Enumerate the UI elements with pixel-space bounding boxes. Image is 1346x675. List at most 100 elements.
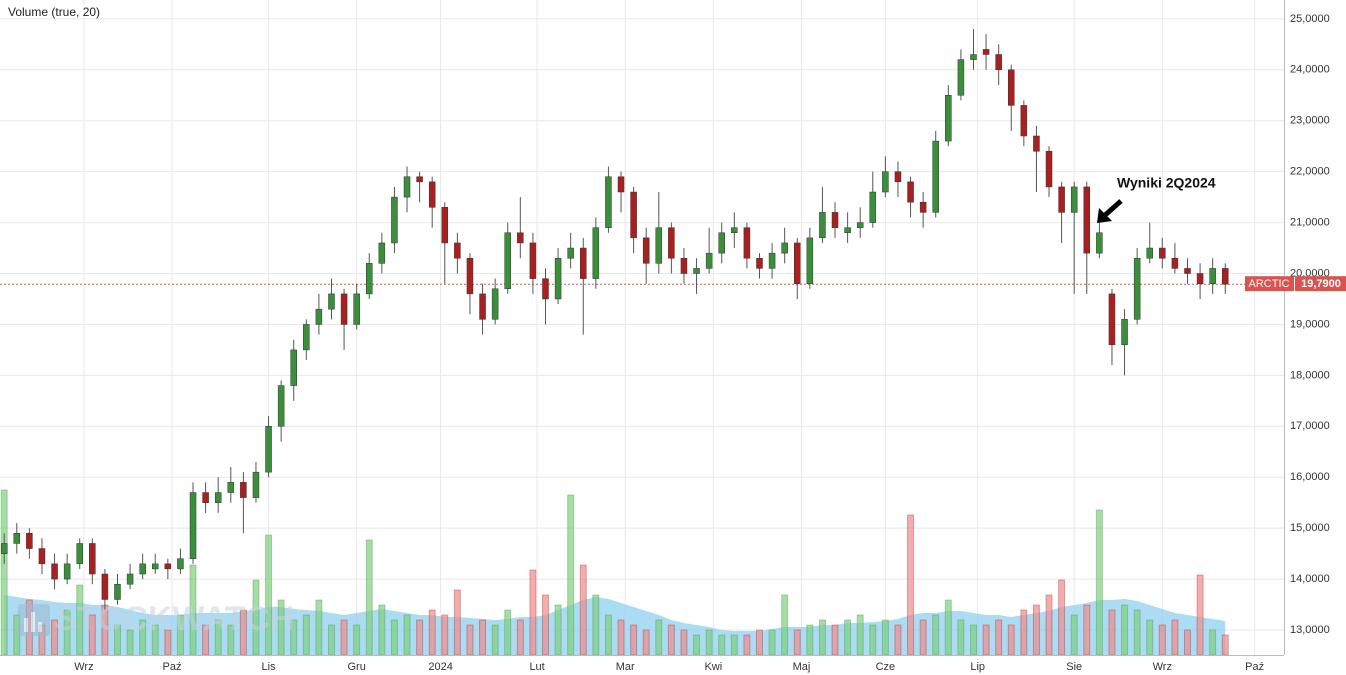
volume-bar <box>1183 629 1191 656</box>
candle-body <box>1096 232 1103 254</box>
watermark-icon-bar <box>31 612 35 632</box>
chart-title: Volume (true, 20) <box>8 5 100 19</box>
volume-bar <box>693 634 701 656</box>
candle-body <box>794 242 801 284</box>
volume-bar <box>806 624 814 656</box>
volume-bar <box>667 624 675 656</box>
volume-bar <box>327 624 335 656</box>
x-tick-label: 2024 <box>428 661 452 673</box>
y-tick-label: 21,0000 <box>1290 216 1330 228</box>
candle-body <box>1196 273 1204 284</box>
candle-body <box>1020 105 1028 137</box>
volume-bar <box>479 619 487 656</box>
candle-body <box>1146 247 1153 259</box>
annotation-arrow <box>1097 199 1123 223</box>
candle-body <box>214 492 222 503</box>
candle-body <box>328 293 335 310</box>
volume-bar <box>466 624 474 656</box>
volume-bar <box>365 539 373 656</box>
candle-body <box>517 232 524 244</box>
candle-body <box>856 222 864 228</box>
candle-body <box>882 171 889 193</box>
volume-ma-area <box>4 595 1226 655</box>
candle-body <box>705 252 713 269</box>
volume-bar <box>592 594 600 656</box>
volume-bar <box>579 564 587 656</box>
volume-bar <box>378 604 386 656</box>
candle-body <box>592 227 600 279</box>
volume-bar <box>529 569 537 656</box>
candle-body <box>416 176 423 183</box>
candle-body <box>768 252 776 269</box>
candle-body <box>844 227 851 234</box>
volume-bar <box>428 609 436 656</box>
candle-body <box>1184 268 1191 274</box>
candle-body <box>13 533 21 544</box>
candle-body <box>491 288 499 320</box>
candle-body <box>1058 186 1065 213</box>
volume-bar <box>0 489 8 656</box>
volume-bar <box>1083 604 1091 656</box>
volume-bar <box>1171 619 1179 656</box>
volume-bar <box>1209 629 1217 656</box>
volume-bar <box>844 619 852 656</box>
x-tick-label: Gru <box>347 661 365 673</box>
candle-body <box>1070 186 1078 213</box>
candle-body <box>152 563 159 570</box>
volume-bar <box>1020 609 1028 656</box>
candle-body <box>869 191 877 223</box>
candle-body <box>114 583 121 600</box>
x-tick-label: Mar <box>616 661 635 673</box>
candle-body <box>605 176 612 228</box>
volume-bar <box>831 624 839 656</box>
volume-bar <box>1133 609 1141 656</box>
volume-bar <box>718 634 726 656</box>
volume-bar <box>680 629 688 656</box>
watermark-icon-bar <box>38 622 42 632</box>
x-tick-label: Lut <box>529 661 544 673</box>
candle-body <box>454 242 461 259</box>
candle-body <box>403 176 411 198</box>
candle-body <box>1133 257 1141 320</box>
volume-bar <box>504 609 512 656</box>
last-price-box <box>1295 276 1346 292</box>
volume-bar <box>390 619 398 656</box>
candle-body <box>554 257 562 300</box>
y-tick-label: 24,0000 <box>1290 64 1330 76</box>
candle-body <box>957 59 965 96</box>
x-tick-label: Lis <box>262 661 277 673</box>
arrow-shaft <box>1102 199 1123 218</box>
candle-body <box>693 268 700 274</box>
candle-body <box>265 426 272 473</box>
volume-bar <box>1058 579 1066 656</box>
candle-body <box>907 181 914 203</box>
volume-bar <box>1121 604 1129 656</box>
volume-bar <box>768 629 776 656</box>
volume-bar <box>441 614 449 656</box>
x-tick-label: Wrz <box>1153 661 1172 673</box>
candle-body <box>76 543 83 565</box>
volume-bar <box>957 619 965 656</box>
candle-body <box>340 293 348 325</box>
y-tick-label: 16,0000 <box>1290 471 1330 483</box>
candle-body <box>718 232 725 254</box>
volume-bar <box>1158 624 1166 656</box>
y-tick-label: 15,0000 <box>1290 522 1330 534</box>
candle-body <box>240 482 247 498</box>
candle-body <box>1108 293 1116 346</box>
volume-bar <box>856 614 864 656</box>
candle-body <box>982 49 990 55</box>
candle-body <box>366 263 373 295</box>
volume-bar <box>630 624 638 656</box>
volume-bar <box>1045 594 1053 656</box>
candle-body <box>819 212 826 239</box>
candle-body <box>164 563 172 570</box>
last-name: ARCTIC <box>1249 278 1290 290</box>
candle-body <box>1008 69 1015 106</box>
candle-body <box>731 227 738 234</box>
candle-body <box>1121 319 1128 346</box>
